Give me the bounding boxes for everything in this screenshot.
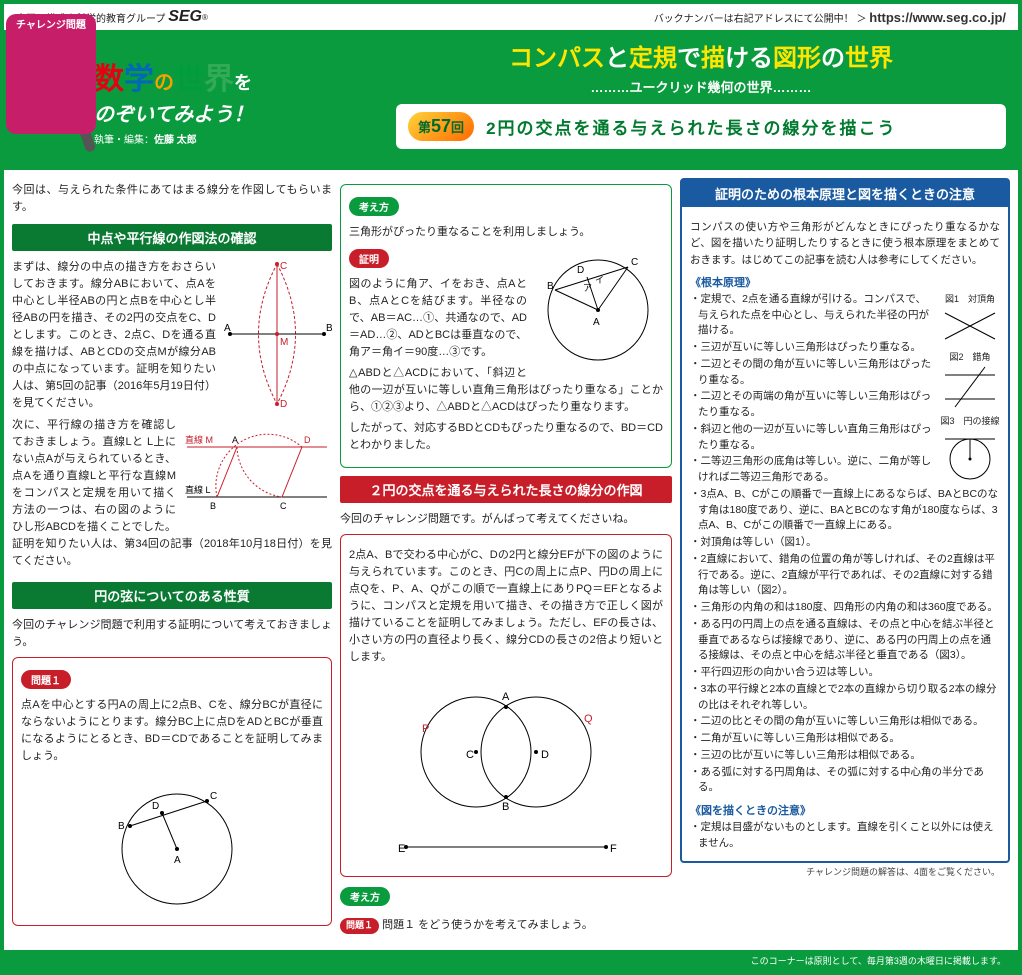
svg-text:M: M	[280, 337, 288, 348]
proof-tag: 証明	[349, 249, 389, 268]
section-bar: 円の弦についてのある性質	[12, 582, 332, 609]
caution-list: ・定規は目盛がないものとします。直線を引くこと以外には使えません。	[690, 820, 1000, 852]
svg-text:C: C	[466, 749, 474, 761]
column-right: 証明のための根本原理と図を描くときの注意 コンパスの使い方や三角形がどんなときに…	[680, 178, 1010, 942]
challenge-text: 2点A、Bで交わる中心がC、Dの2円と線分EFが下の図のように与えられています。…	[349, 547, 663, 666]
column-middle: 考え方 三角形がぴったり重なることを利用しましょう。 証明 A BC D アイ …	[340, 178, 672, 942]
svg-text:B: B	[118, 821, 125, 832]
sub-heading: 《図を描くときの注意》	[690, 802, 1000, 818]
sec2-intro: 今回のチャレンジ問題で利用する証明について考えておきましょう。	[12, 617, 332, 651]
svg-text:B: B	[210, 501, 216, 511]
footer-bar: このコーナーは原則として、毎月第3週の木曜日に掲載します。	[4, 950, 1018, 971]
svg-text:Q: Q	[584, 713, 593, 725]
think-proof-box: 考え方 三角形がぴったり重なることを利用しましょう。 証明 A BC D アイ …	[340, 184, 672, 468]
svg-text:A: A	[232, 435, 238, 445]
figure-problem1: A B C D	[92, 771, 252, 911]
svg-text:A: A	[174, 855, 181, 866]
sec3-intro: 今回のチャレンジ問題です。がんばって考えてくださいね。	[340, 511, 672, 528]
svg-text:C: C	[280, 261, 287, 272]
svg-text:D: D	[304, 435, 311, 445]
svg-text:A: A	[502, 691, 510, 703]
svg-text:D: D	[280, 399, 287, 409]
svg-text:直線 L: 直線 L	[185, 484, 211, 495]
section-bar: ２円の交点を通る与えられた長さの線分の作図	[340, 476, 672, 503]
principles-box: 証明のための根本原理と図を描くときの注意 コンパスの使い方や三角形がどんなときに…	[680, 178, 1010, 863]
svg-text:F: F	[610, 843, 617, 855]
main-title: コンパスと定規で描ける図形の世界	[396, 38, 1006, 73]
body-columns: 今回は、与えられた条件にあてはまる線分を作図してもらいます。 中点や平行線の作図…	[4, 170, 1018, 950]
series-title: 数学の世界を	[94, 54, 384, 98]
episode-badge: 第57回	[406, 110, 476, 143]
svg-text:B: B	[547, 281, 554, 292]
mini-figures: 図1 対頂角 図2 錯角 図3 円の接線	[940, 292, 1000, 485]
svg-text:B: B	[326, 323, 332, 334]
author: 執筆・編集：佐藤 太郎	[94, 131, 384, 146]
section-bar: 中点や平行線の作図法の確認	[12, 224, 332, 251]
site-url[interactable]: https://www.seg.co.jp/	[869, 10, 1006, 25]
sub-line: ………ユークリッド幾何の世界………	[396, 77, 1006, 96]
think-text2: 問題１ 問題１ をどう使うかを考えてみましょう。	[340, 914, 672, 938]
challenge-box: チャレンジ問題 2点A、Bで交わる中心がC、Dの2円と線分EFが下の図のように与…	[340, 534, 672, 877]
episode-bar: 第57回 2円の交点を通る与えられた長さの線分を描こう	[396, 104, 1006, 149]
think-text: 三角形がぴったり重なることを利用しましょう。	[349, 224, 663, 241]
proof-p3: したがって、対応するBDとCDもぴったり重なるので、BD＝CDとわかりました。	[349, 420, 663, 454]
svg-text:E: E	[398, 843, 405, 855]
svg-text:直線 M: 直線 M	[185, 434, 213, 445]
think-tag: 考え方	[349, 197, 399, 216]
svg-text:C: C	[631, 257, 638, 268]
svg-text:D: D	[577, 265, 584, 276]
figure-parallel: 直線 M 直線 L A D B C	[182, 417, 332, 517]
brand: SEG	[168, 8, 202, 26]
column-left: 今回は、与えられた条件にあてはまる線分を作図してもらいます。 中点や平行線の作図…	[12, 178, 332, 942]
proof-p2: △ABDと△ACDにおいて、「斜辺と他の一辺が互いに等しい直角三角形はぴったり重…	[349, 365, 663, 416]
episode-title: 2円の交点を通る与えられた長さの線分を描こう	[486, 114, 896, 139]
backnumber-note: バックナンバーは右記アドレスにて公開中！ ＞	[654, 10, 867, 25]
series-subtitle: のぞいてみよう！	[94, 98, 384, 127]
problem-box: 問題１ 点Aを中心とする円Aの周上に2点B、Cを、線分BCが直径にならないように…	[12, 657, 332, 926]
figure-midpoint: A B C D M	[222, 259, 332, 409]
challenge-tag: チャレンジ問題	[6, 14, 96, 134]
svg-text:D: D	[152, 801, 159, 812]
svg-text:B: B	[502, 801, 509, 813]
problem-text: 点Aを中心とする円Aの周上に2点B、Cを、線分BCが直径にならないようにとります…	[21, 697, 323, 765]
svg-text:C: C	[210, 791, 217, 802]
problem-tag: 問題１	[21, 670, 71, 689]
header: 数学の世界を のぞいてみよう！ 執筆・編集：佐藤 太郎 コンパスと定規で描ける図…	[4, 30, 1018, 170]
header-right: コンパスと定規で描ける図形の世界 ………ユークリッド幾何の世界……… 第57回 …	[384, 30, 1018, 170]
box-title: 証明のための根本原理と図を描くときの注意	[682, 180, 1008, 207]
top-bar: 企画・構成｜科学的教育グループ SEG ® バックナンバーは右記アドレスにて公開…	[4, 4, 1018, 30]
page: 企画・構成｜科学的教育グループ SEG ® バックナンバーは右記アドレスにて公開…	[0, 0, 1022, 975]
svg-text:P: P	[422, 723, 429, 735]
svg-text:C: C	[280, 501, 287, 511]
svg-text:A: A	[224, 323, 231, 334]
sub-heading: 《根本原理》	[690, 274, 1000, 290]
svg-text:D: D	[541, 749, 549, 761]
think-tag2: 考え方	[340, 887, 390, 906]
svg-text:イ: イ	[595, 275, 604, 285]
intro: 今回は、与えられた条件にあてはまる線分を作図してもらいます。	[12, 182, 332, 216]
svg-text:A: A	[593, 317, 600, 328]
figure-challenge: C D A B P Q E F	[366, 672, 646, 862]
figure-proof: A B C D アイ	[533, 245, 663, 365]
svg-text:ア: ア	[583, 283, 592, 293]
box-intro: コンパスの使い方や三角形がどんなときにぴったり重なるかなど、図を描いたり証明した…	[690, 219, 1000, 268]
answer-note: チャレンジ問題の解答は、4面をご覧ください。	[680, 863, 1010, 880]
